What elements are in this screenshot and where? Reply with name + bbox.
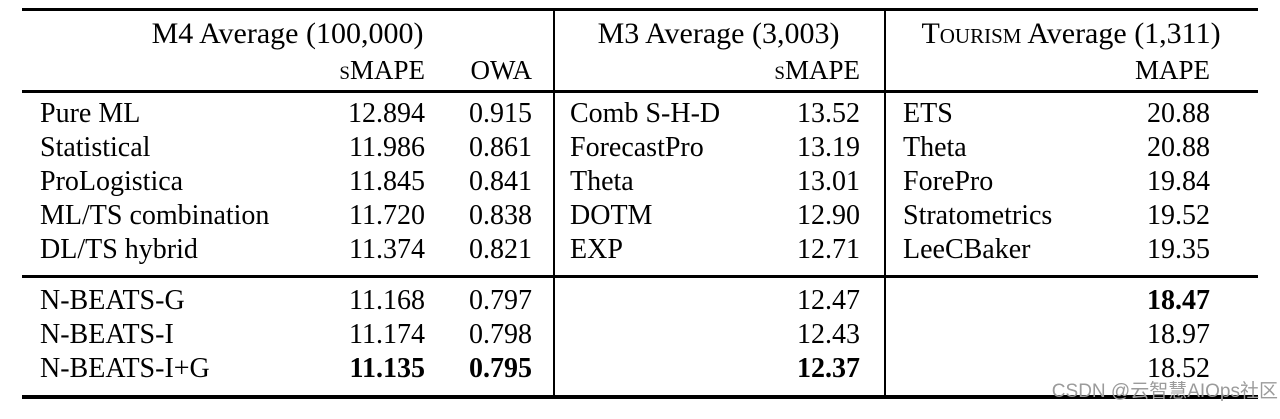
cell-tourism-mape: 19.84 bbox=[1147, 166, 1210, 197]
cell-m4-owa: 0.798 bbox=[469, 319, 532, 350]
cell-m4-label: Statistical bbox=[40, 132, 151, 163]
tourism-header-title: Tourism Average (1,311) bbox=[884, 15, 1258, 53]
m3-header-title: M3 Average (3,003) bbox=[597, 17, 840, 50]
cell-m3-label bbox=[553, 352, 750, 386]
cell-m3-smape: 13.01 bbox=[797, 166, 860, 197]
cell-tourism-label: LeeCBaker bbox=[903, 234, 1031, 265]
cell-m4-smape: 11.845 bbox=[349, 166, 425, 197]
cell-tourism-mape: 18.52 bbox=[1147, 353, 1210, 384]
m4-metrics-row: sMAPE OWA bbox=[22, 53, 553, 87]
benchmark-results-table: M4 Average (100,000) sMAPE OWA M3 Averag… bbox=[22, 8, 1258, 399]
cell-m4-owa: 0.795 bbox=[469, 353, 532, 384]
cell-m3-smape: 13.19 bbox=[797, 132, 860, 163]
cell-tourism-label: ETS bbox=[903, 98, 953, 129]
cell-m3-smape: 12.71 bbox=[797, 234, 860, 265]
cell-m4-label: ProLogistica bbox=[40, 166, 184, 197]
cell-m4-smape: 11.986 bbox=[349, 132, 425, 163]
cell-m4-label: Pure ML bbox=[40, 98, 141, 129]
m3-header-section: M3 Average (3,003) sMAPE bbox=[553, 15, 884, 87]
cell-tourism-mape: 20.88 bbox=[1147, 132, 1210, 163]
cell-m4-owa: 0.797 bbox=[469, 285, 532, 316]
cell-tourism-label bbox=[884, 284, 1100, 318]
cell-m4-smape: 11.174 bbox=[349, 319, 425, 350]
cell-tourism-label: Stratometrics bbox=[903, 200, 1053, 231]
tourism-mape-header: MAPE bbox=[1134, 55, 1210, 85]
spacer bbox=[884, 53, 1100, 87]
cell-m4-label: N-BEATS-I bbox=[40, 319, 174, 350]
cell-tourism-label: ForePro bbox=[903, 166, 994, 197]
table-row: ML/TS combination 11.720 0.838 DOTM 12.9… bbox=[22, 199, 1258, 233]
cell-m3-label bbox=[553, 284, 750, 318]
cell-m3-smape: 12.47 bbox=[797, 285, 860, 316]
m4-header-section: M4 Average (100,000) sMAPE OWA bbox=[22, 15, 553, 87]
cell-tourism-mape: 20.88 bbox=[1147, 98, 1210, 129]
m4-header-title: M4 Average (100,000) bbox=[151, 17, 424, 50]
cell-m3-smape: 12.90 bbox=[797, 200, 860, 231]
cell-m4-smape: 11.374 bbox=[349, 234, 425, 265]
cell-m3-label: ForecastPro bbox=[570, 132, 704, 163]
table-row: N-BEATS-G 11.168 0.797 12.47 18.47 bbox=[22, 284, 1258, 318]
tourism-header-section: Tourism Average (1,311) MAPE bbox=[884, 15, 1258, 87]
table-row: N-BEATS-I 11.174 0.798 12.43 18.97 bbox=[22, 318, 1258, 352]
top-rule bbox=[22, 8, 1258, 11]
cell-m4-smape: 11.135 bbox=[349, 353, 425, 384]
spacer bbox=[22, 53, 305, 87]
cell-m3-smape: 12.37 bbox=[797, 353, 860, 384]
cell-m4-label: ML/TS combination bbox=[40, 200, 270, 231]
table-row: DL/TS hybrid 11.374 0.821 EXP 12.71 LeeC… bbox=[22, 233, 1258, 267]
table-row: Pure ML 12.894 0.915 Comb S-H-D 13.52 ET… bbox=[22, 97, 1258, 131]
csdn-watermark: CSDN @云智慧AIOps社区 bbox=[1051, 381, 1278, 402]
table-header: M4 Average (100,000) sMAPE OWA M3 Averag… bbox=[22, 11, 1258, 90]
cell-m4-owa: 0.838 bbox=[469, 200, 532, 231]
cell-tourism-label bbox=[884, 318, 1100, 352]
cell-m3-smape: 12.43 bbox=[797, 319, 860, 350]
cell-tourism-mape: 18.97 bbox=[1147, 319, 1210, 350]
cell-m3-label: DOTM bbox=[570, 200, 653, 231]
cell-m4-smape: 11.720 bbox=[349, 200, 425, 231]
spacer bbox=[553, 53, 750, 87]
cell-m4-label: N-BEATS-I+G bbox=[40, 353, 210, 384]
cell-m3-label: Comb S-H-D bbox=[570, 98, 721, 129]
table-row: ProLogistica 11.845 0.841 Theta 13.01 Fo… bbox=[22, 165, 1258, 199]
cell-m4-owa: 0.841 bbox=[469, 166, 532, 197]
nbeats-rows-group: N-BEATS-G 11.168 0.797 12.47 18.47 N-BEA… bbox=[22, 278, 1258, 395]
cell-tourism-label: Theta bbox=[903, 132, 967, 163]
cell-m3-label: EXP bbox=[570, 234, 623, 265]
cell-m3-label: Theta bbox=[570, 166, 634, 197]
m3-metrics-row: sMAPE bbox=[553, 53, 884, 87]
header-rule bbox=[22, 90, 1258, 93]
baseline-rows-group: Pure ML 12.894 0.915 Comb S-H-D 13.52 ET… bbox=[22, 93, 1258, 275]
column-divider-1 bbox=[553, 11, 555, 399]
cell-m3-smape: 13.52 bbox=[797, 98, 860, 129]
table-row: N-BEATS-I+G 11.135 0.795 12.37 18.52 bbox=[22, 352, 1258, 386]
cell-m4-smape: 12.894 bbox=[348, 98, 425, 129]
m3-smape-header: sMAPE bbox=[774, 55, 860, 85]
tourism-title-smallcaps: Tourism bbox=[921, 17, 1022, 50]
cell-tourism-mape: 18.47 bbox=[1147, 285, 1210, 316]
mid-rule bbox=[22, 275, 1258, 278]
cell-m3-label bbox=[553, 318, 750, 352]
column-divider-2 bbox=[884, 11, 886, 399]
cell-m4-label: N-BEATS-G bbox=[40, 285, 185, 316]
cell-m4-owa: 0.861 bbox=[469, 132, 532, 163]
cell-tourism-mape: 19.35 bbox=[1147, 234, 1210, 265]
cell-m4-smape: 11.168 bbox=[349, 285, 425, 316]
table-row: Statistical 11.986 0.861 ForecastPro 13.… bbox=[22, 131, 1258, 165]
cell-tourism-mape: 19.52 bbox=[1147, 200, 1210, 231]
m4-smape-header: sMAPE bbox=[339, 55, 425, 85]
tourism-title-rest: Average (1,311) bbox=[1027, 17, 1221, 50]
bottom-rule bbox=[22, 395, 1258, 399]
cell-m4-owa: 0.821 bbox=[469, 234, 532, 265]
tourism-metrics-row: MAPE bbox=[884, 53, 1258, 87]
cell-m4-owa: 0.915 bbox=[469, 98, 532, 129]
cell-m4-label: DL/TS hybrid bbox=[40, 234, 198, 265]
m4-owa-header: OWA bbox=[470, 55, 533, 85]
